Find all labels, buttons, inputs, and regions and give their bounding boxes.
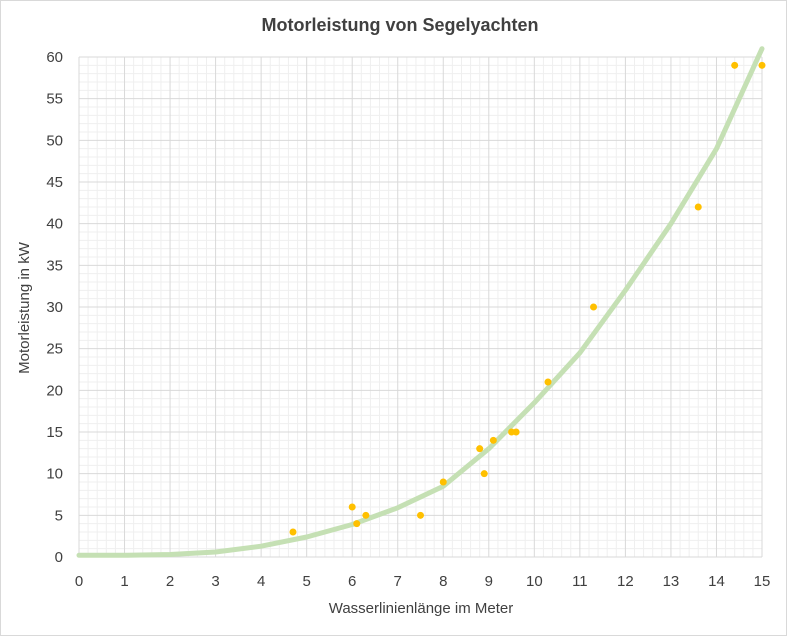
data-point [289, 528, 297, 536]
data-point [590, 303, 598, 311]
x-tick-label: 9 [485, 573, 493, 590]
x-tick-label: 5 [302, 573, 310, 590]
y-tick-label: 50 [46, 132, 63, 149]
y-tick-label: 45 [46, 174, 63, 191]
data-point [439, 478, 447, 486]
x-tick-label: 6 [348, 573, 356, 590]
data-point [512, 428, 520, 436]
y-tick-label: 35 [46, 257, 63, 274]
data-point [353, 520, 361, 528]
y-tick-label: 55 [46, 91, 63, 108]
y-tick-labels: 0 5 10 15 20 25 30 35 40 45 50 55 60 [46, 49, 63, 566]
x-tick-label: 4 [257, 573, 265, 590]
trendline-layer [76, 46, 765, 558]
data-point [544, 378, 552, 386]
x-tick-label: 7 [394, 573, 402, 590]
data-point [731, 61, 739, 69]
data-point [348, 503, 356, 511]
data-point [476, 445, 484, 453]
y-tick-label: 25 [46, 341, 63, 358]
x-tick-label: 8 [439, 573, 447, 590]
x-tick-label: 1 [120, 573, 128, 590]
x-tick-label: 12 [617, 573, 634, 590]
data-point [480, 470, 488, 478]
points-layer [289, 61, 766, 536]
data-point [362, 511, 370, 519]
x-tick-label: 11 [572, 573, 588, 590]
y-tick-label: 60 [46, 49, 63, 66]
data-point [489, 436, 497, 444]
x-tick-labels: 0 1 2 3 4 5 6 7 8 9 10 11 12 13 14 15 [75, 573, 771, 590]
y-tick-label: 30 [46, 299, 63, 316]
x-tick-label: 3 [211, 573, 219, 590]
x-tick-label: 14 [708, 573, 725, 590]
x-tick-label: 15 [754, 573, 771, 590]
y-axis-label: Motorleistung in kW [16, 241, 33, 374]
x-axis-label: Wasserlinienlänge im Meter [329, 600, 514, 617]
x-tick-label: 2 [166, 573, 174, 590]
chart-title: Motorleistung von Segelyachten [261, 15, 538, 35]
x-tick-label: 13 [663, 573, 680, 590]
data-point [694, 203, 702, 211]
trendline [76, 46, 765, 558]
y-tick-label: 15 [46, 424, 63, 441]
y-tick-label: 0 [55, 549, 63, 566]
data-point [417, 511, 424, 519]
y-tick-label: 10 [46, 466, 63, 483]
y-tick-label: 5 [55, 507, 63, 524]
x-tick-label: 10 [526, 573, 543, 590]
y-tick-label: 20 [46, 382, 63, 399]
y-tick-label: 40 [46, 216, 63, 233]
x-tick-label: 0 [75, 573, 83, 590]
grid [78, 56, 763, 558]
data-point [758, 61, 766, 69]
